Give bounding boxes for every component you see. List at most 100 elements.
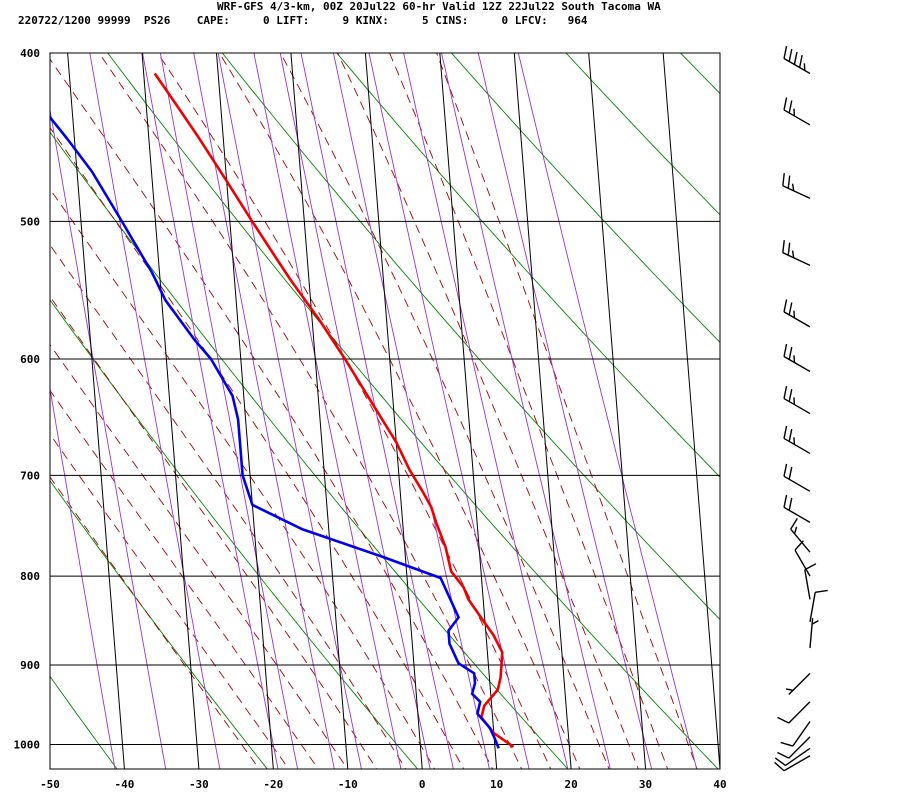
wind-barb: [795, 541, 810, 576]
mixing-ratio-line: [509, 14, 702, 788]
wind-barb-feather: [783, 173, 784, 186]
wind-barb-staff: [795, 550, 810, 576]
y-tick-label: 800: [20, 570, 40, 583]
wind-barb-feather: [788, 176, 789, 189]
wind-barb-feather: [789, 389, 792, 401]
isotherm-gridline: [291, 53, 348, 769]
moist-adiabat-line: [0, 14, 273, 788]
moist-adiabat-line: [0, 14, 360, 788]
wind-barb-feather: [784, 386, 787, 398]
wind-barb-feather: [789, 302, 792, 314]
mixing-ratio-line: [246, 14, 405, 788]
wind-barb-feather: [789, 498, 792, 510]
temperature-profile-line: [155, 74, 514, 747]
dry-adiabat-line: [869, 14, 900, 788]
mixing-ratio-line: [186, 14, 338, 788]
x-tick-label: 0: [419, 778, 426, 791]
mixing-ratio-line: [34, 14, 170, 788]
x-tick-label: 20: [564, 778, 577, 791]
wind-barb: [775, 756, 810, 771]
wind-barb: [810, 590, 828, 621]
wind-barb: [777, 702, 810, 723]
wind-barb-feather: [784, 344, 787, 356]
profiles: [17, 74, 513, 749]
wind-barb: [775, 748, 810, 765]
dry-adiabat-line: [418, 14, 900, 788]
wind-barb: [784, 98, 810, 125]
dry-adiabat-line: [305, 14, 900, 788]
wind-barb: [781, 722, 810, 747]
wind-barb-feather: [784, 46, 787, 58]
wind-barb: [784, 426, 810, 453]
wind-barb-feather: [777, 717, 788, 723]
dry-adiabat-line: [530, 14, 900, 788]
wind-barb: [791, 518, 810, 552]
y-axis-ticks: 400 500 600 700 800 900 1000: [14, 47, 41, 751]
wind-barb-feather: [784, 464, 787, 476]
wind-barb-staff: [784, 476, 810, 491]
wind-barb-feather: [795, 527, 797, 534]
wind-barb-staff: [784, 58, 810, 73]
y-tick-label: 600: [20, 353, 40, 366]
wind-barb-feather: [789, 49, 792, 61]
wind-barb-feather: [795, 541, 803, 550]
wind-barb-feather: [805, 564, 816, 570]
wind-barb-feather: [815, 590, 828, 592]
wind-barb-staff: [784, 356, 810, 371]
wind-barb-feather: [784, 299, 787, 311]
wind-barb: [777, 737, 810, 758]
wind-barb-staff: [784, 110, 810, 125]
dry-adiabat-line: [756, 14, 900, 788]
wind-barb: [810, 618, 818, 648]
x-tick-label: -20: [263, 778, 283, 791]
moist-adiabat-line: [132, 14, 560, 788]
wind-barb-staff: [789, 673, 810, 694]
wind-barb-feather: [784, 426, 787, 438]
wind-barb-staff: [783, 253, 810, 266]
dry-adiabat-line: [643, 14, 900, 788]
wind-barb: [786, 673, 810, 694]
dry-adiabat-line: [0, 14, 283, 788]
moist-adiabat-line: [196, 14, 589, 788]
x-axis-ticks: -50 -40 -30 -20 -10 0 10 20 30 40: [40, 778, 727, 791]
wind-barb: [784, 344, 810, 371]
mixing-ratio-line: [83, 14, 224, 788]
dry-adiabat-line: [0, 14, 585, 788]
wind-barbs: [775, 46, 828, 771]
x-tick-label: 40: [713, 778, 726, 791]
wind-barb-feather: [781, 742, 793, 746]
moist-adiabat-line: [373, 14, 675, 788]
x-tick-label: -40: [115, 778, 135, 791]
y-tick-label: 1000: [14, 738, 41, 751]
dry-adiabat-line: [0, 14, 434, 788]
background-lines: [0, 14, 900, 788]
wind-barb-feather: [784, 98, 787, 110]
wind-barb-feather: [794, 52, 797, 64]
wind-barb-feather: [789, 101, 792, 113]
wind-barb-staff: [810, 618, 813, 648]
wind-barb-staff: [810, 592, 815, 622]
wind-barb-staff: [791, 529, 810, 552]
moist-adiabat-line: [319, 14, 646, 788]
wind-barb-staff: [789, 702, 810, 723]
isotherm-gridline: [663, 53, 720, 769]
wind-barb-feather: [783, 240, 784, 253]
y-tick-label: 900: [20, 659, 40, 672]
wind-barb-feather: [784, 495, 787, 507]
y-tick-label: 400: [20, 47, 40, 60]
y-tick-label: 700: [20, 469, 40, 482]
wind-barb-staff: [784, 438, 810, 453]
wind-barb: [783, 240, 810, 265]
wind-barb-feather: [777, 752, 788, 758]
moist-adiabat-line: [0, 14, 303, 788]
x-tick-label: 30: [639, 778, 652, 791]
grid: [0, 53, 720, 769]
wind-barb-feather: [786, 689, 793, 690]
wind-barb-feather: [800, 55, 803, 67]
x-tick-label: 10: [490, 778, 503, 791]
wind-barb-feather: [788, 243, 789, 256]
wind-barb-feather: [789, 347, 792, 359]
mixing-ratio-line: [433, 14, 615, 788]
isotherm-gridline: [217, 53, 274, 769]
